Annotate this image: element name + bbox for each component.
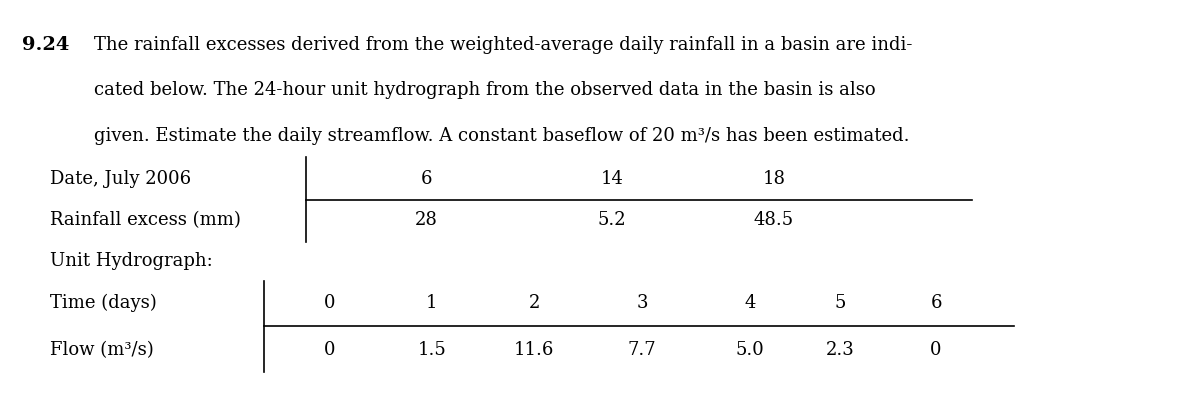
Text: 7.7: 7.7 (628, 341, 656, 360)
Text: The rainfall excesses derived from the weighted-average daily rainfall in a basi: The rainfall excesses derived from the w… (94, 36, 912, 53)
Text: 6: 6 (420, 170, 432, 188)
Text: 2.3: 2.3 (826, 341, 854, 360)
Text: 5: 5 (834, 294, 846, 312)
Text: 0: 0 (324, 294, 336, 312)
Text: Unit Hydrograph:: Unit Hydrograph: (50, 252, 214, 270)
Text: 4: 4 (744, 294, 756, 312)
Text: 6: 6 (930, 294, 942, 312)
Text: 1: 1 (426, 294, 438, 312)
Text: 11.6: 11.6 (514, 341, 554, 360)
Text: 28: 28 (414, 211, 438, 229)
Text: 2: 2 (528, 294, 540, 312)
Text: Time (days): Time (days) (50, 294, 157, 312)
Text: given. Estimate the daily streamflow. A constant baseflow of 20 m³/s has been es: given. Estimate the daily streamflow. A … (94, 127, 910, 145)
Text: Rainfall excess (mm): Rainfall excess (mm) (50, 211, 241, 229)
Text: 14: 14 (600, 170, 624, 188)
Text: 18: 18 (762, 170, 786, 188)
Text: 3: 3 (636, 294, 648, 312)
Text: 0: 0 (930, 341, 942, 360)
Text: 0: 0 (324, 341, 336, 360)
Text: 5.2: 5.2 (598, 211, 626, 229)
Text: cated below. The 24-hour unit hydrograph from the observed data in the basin is : cated below. The 24-hour unit hydrograph… (94, 81, 875, 99)
Text: 5.0: 5.0 (736, 341, 764, 360)
Text: 9.24: 9.24 (22, 36, 68, 53)
Text: Flow (m³/s): Flow (m³/s) (50, 341, 154, 360)
Text: 1.5: 1.5 (418, 341, 446, 360)
Text: 48.5: 48.5 (754, 211, 794, 229)
Text: Date, July 2006: Date, July 2006 (50, 170, 192, 188)
